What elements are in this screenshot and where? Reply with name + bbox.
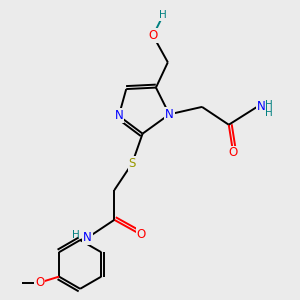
Text: H: H [265,100,273,110]
Text: O: O [148,29,158,42]
Text: N: N [257,100,266,113]
Text: O: O [136,228,146,241]
Text: N: N [83,231,92,244]
Text: H: H [265,108,273,118]
Text: O: O [35,276,44,289]
Text: H: H [160,10,167,20]
Text: O: O [229,146,238,160]
Text: N: N [165,108,174,121]
Text: H: H [71,230,79,240]
Text: N: N [114,109,123,122]
Text: S: S [128,157,136,170]
